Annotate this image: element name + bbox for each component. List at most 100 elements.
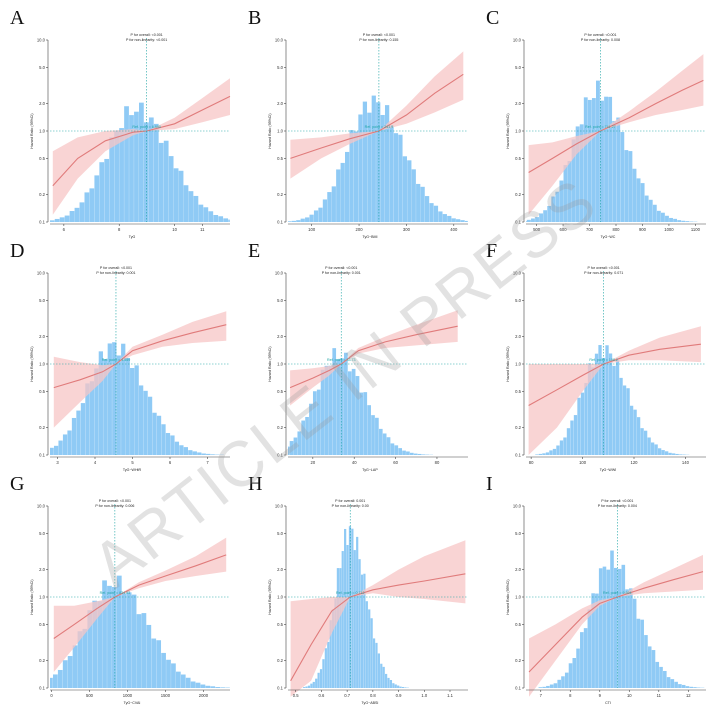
y-tick-label: 0.2 [515,425,521,430]
hist-bar [640,428,644,455]
hist-bar [693,687,697,688]
hist-bar [50,677,53,688]
hist-bar [596,80,600,223]
y-tick-label: 0.2 [39,192,45,197]
hist-bar [180,674,186,688]
hist-bar [549,450,553,455]
hist-bar [297,431,302,455]
hist-bar [161,424,166,455]
ci-band [290,310,458,406]
hist-bar [679,454,683,455]
hist-bar [673,218,678,222]
x-tick-label: 0.9 [396,693,402,698]
hist-bar [572,657,577,688]
y-tick-label: 0.2 [39,658,45,663]
hist-bar [53,445,59,455]
hist-bar [678,684,682,688]
hist-bar [213,214,219,222]
hist-bar [130,368,135,455]
hist-bar [353,131,359,222]
hist-bar [563,437,567,455]
hist-bar [371,95,376,222]
x-tick-label: 200 [356,227,364,232]
hist-bar [668,452,672,455]
x-axis-label: TyG−CVAI [124,701,141,705]
p-overall: P for overall: <0.001 [588,266,620,270]
p-overall: P for overall: <0.001 [325,266,357,270]
y-tick-label: 10.0 [37,503,46,508]
hist-bar [313,210,319,222]
y-tick-label: 0.5 [39,156,45,161]
x-tick-label: 5 [131,460,134,465]
hist-bar [156,415,162,455]
p-overall: P for overall: <0.001 [99,499,131,503]
hist-bar [315,678,318,688]
hist-bar [628,151,633,222]
hist-bar [647,646,652,688]
panel-letter: G [10,473,24,495]
hist-bar [424,196,430,222]
hist-bar [67,656,73,688]
x-tick-label: 2000 [199,693,209,698]
hist-bar [571,139,576,222]
hist-bar [71,417,77,455]
hist-bar [648,199,653,222]
hist-bar [624,150,629,222]
hist-bar [317,672,320,688]
hist-bar [394,684,397,688]
hist-bar [404,687,407,688]
y-tick-label: 5.0 [515,298,521,303]
hist-bar [605,345,609,455]
p-overall: P for overall: <0.001 [601,499,633,503]
y-tick-label: 2.0 [39,567,45,572]
hist-bar [363,573,366,688]
hist-bar [104,158,110,222]
p-nonlinear: P for non-linearity: 0.004 [598,504,637,508]
hist-bar [669,217,673,222]
y-tick-label: 0.5 [515,156,521,161]
hist-bar [535,217,539,222]
x-tick-label: 100 [308,227,316,232]
hist-bar [675,453,679,455]
hist-bar [567,160,572,222]
panel-g: G 10.0 5.0 2.0 1.0 0.5 0.2 0.1 0 500 1000 1500 2000 H… [10,473,230,705]
histogram [535,345,690,455]
hist-bar [612,121,617,222]
hr-line [53,324,227,389]
y-tick-label: 0.2 [515,192,521,197]
y-tick-label: 2.0 [277,567,283,572]
hist-bar [289,441,294,455]
hist-bar [358,559,361,688]
panel-a: A 10.0 5.0 2.0 1.0 0.5 0.2 0.1 6 8 10 11 Hazard Rati… [10,7,231,239]
x-tick-label: 500 [86,693,94,698]
hist-bar [126,592,132,688]
x-tick-label: 10 [172,227,177,232]
hist-bar [376,102,381,222]
panel-letter: D [10,240,24,262]
hist-bar [633,409,637,455]
hr-line [290,573,466,682]
hist-bar [464,220,468,222]
hist-bar [656,210,661,222]
hist-bar [74,207,80,222]
hist-bar [651,650,656,688]
x-tick-label: 0.5 [293,693,299,698]
hist-bar [416,183,421,222]
hist-bar [670,679,675,688]
hist-bar [59,217,65,222]
hist-bar [385,673,388,688]
hist-bar [188,450,193,455]
hist-bar [615,359,620,455]
hist-bar [87,610,93,688]
hist-bar [336,169,341,222]
x-tick-label: 600 [560,227,568,232]
hist-bar [116,575,122,688]
x-tick-label: 300 [403,227,411,232]
hist-bar [542,453,546,455]
hist-bar [94,175,100,222]
hist-bar [146,624,152,688]
panel-letter: E [248,240,260,262]
hist-bar [421,454,426,455]
hist-bar [387,677,390,688]
hist-bar [632,168,637,222]
